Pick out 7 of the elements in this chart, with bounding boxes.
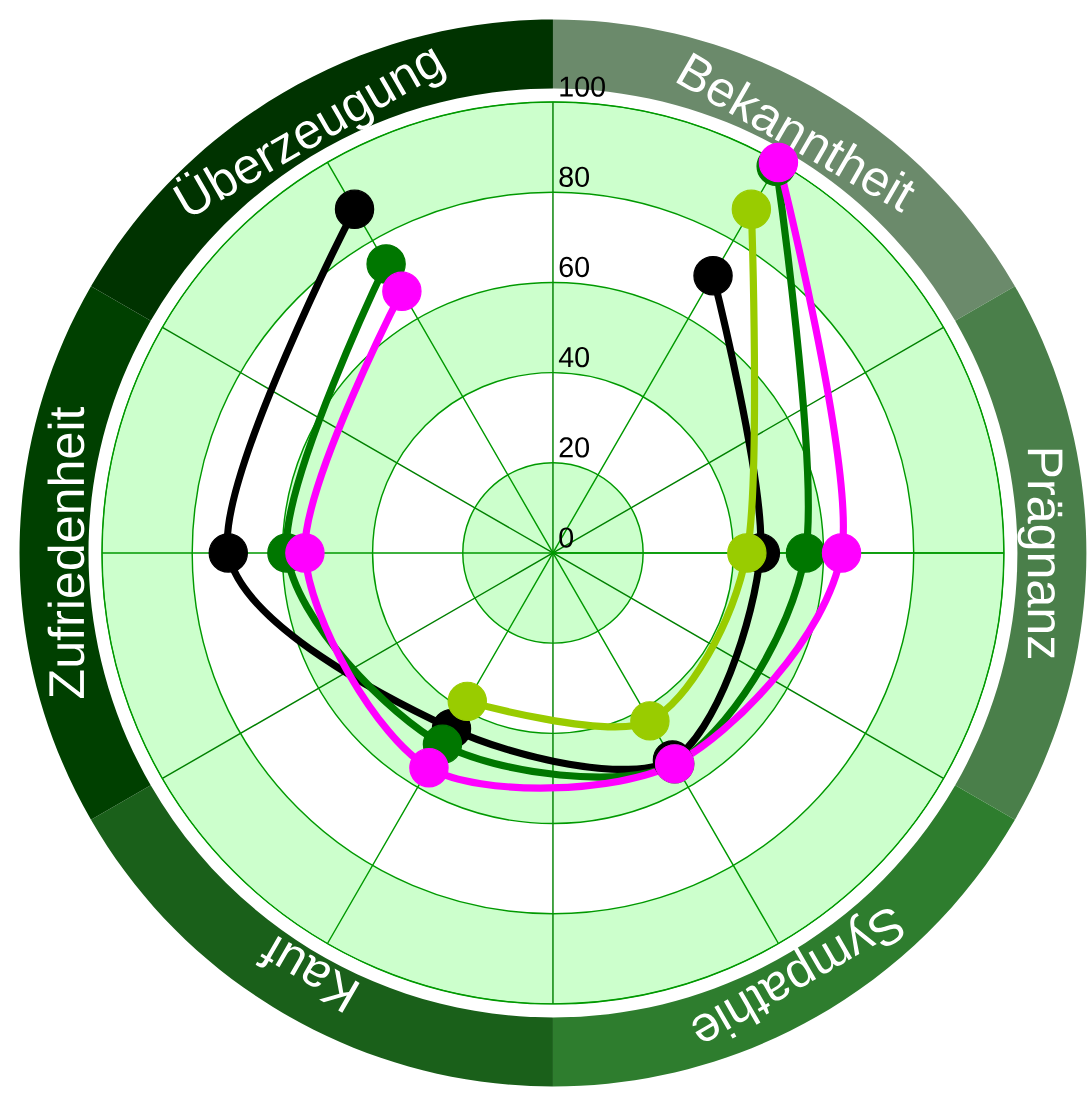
y-tick-label: 20 (559, 437, 589, 458)
spoke-label: Prägnanz (1017, 449, 1063, 658)
y-tick-label: 80 (559, 166, 589, 187)
spoke-label: Kauf (255, 935, 360, 1013)
y-tick-label: 40 (558, 347, 589, 368)
y-tick-label: 60 (559, 256, 589, 278)
spoke-label: Zufriedenheit (47, 406, 85, 698)
